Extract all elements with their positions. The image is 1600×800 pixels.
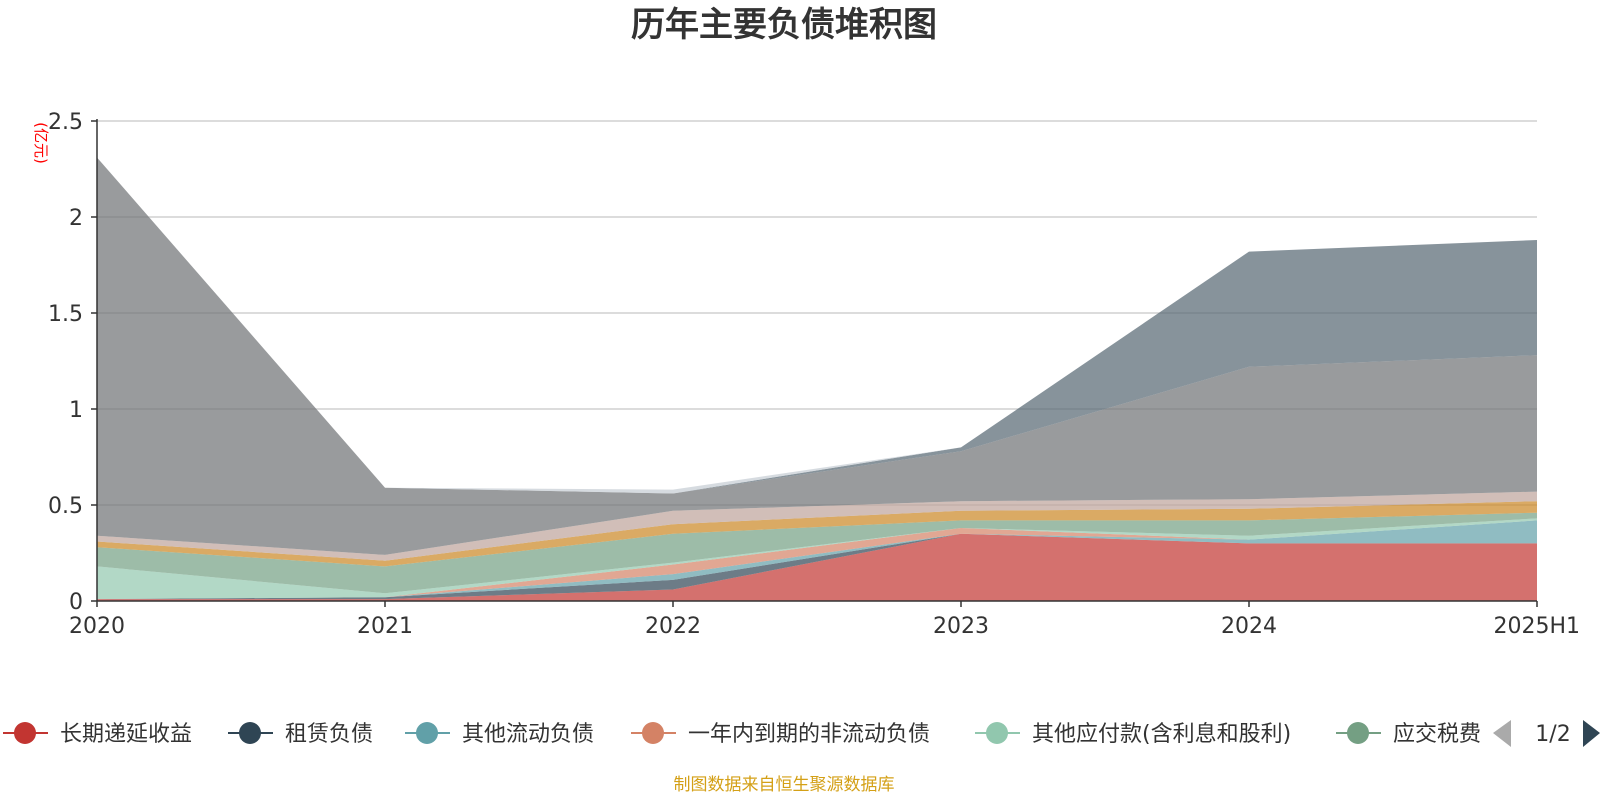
legend-marker	[416, 722, 438, 744]
legend-label: 其他应付款(含利息和股利)	[1032, 722, 1291, 747]
legend-marker	[14, 722, 36, 744]
x-tick-label: 2021	[357, 614, 413, 639]
legend-label: 租赁负债	[285, 722, 373, 747]
legend-item[interactable]: 其他应付款(含利息和股利)	[975, 722, 1291, 747]
area-series-8	[97, 157, 1537, 555]
legend-label: 长期递延收益	[60, 722, 192, 747]
x-tick-label: 2020	[69, 614, 125, 639]
area-series-6	[97, 501, 1537, 567]
y-tick-label: 0.5	[48, 494, 83, 519]
y-tick-label: 1	[69, 398, 83, 423]
legend-item[interactable]: 租赁负债	[228, 722, 373, 747]
legend-item[interactable]: 应交税费	[1336, 722, 1481, 747]
legend-item[interactable]: 其他流动负债	[405, 722, 594, 747]
area-series-9	[97, 157, 1537, 494]
x-tick-label: 2024	[1221, 614, 1277, 639]
legend-marker	[986, 722, 1008, 744]
legend-marker	[1347, 722, 1369, 744]
legend-label: 一年内到期的非流动负债	[688, 722, 930, 747]
legend[interactable]: 长期递延收益 租赁负债 其他流动负债 一年内到期的非流动负债 其他应付款(含利息和股利)…	[3, 712, 1600, 756]
y-axis-unit: (亿元)	[32, 122, 50, 164]
y-tick-label: 1.5	[48, 302, 83, 327]
x-tick-label: 2022	[645, 614, 701, 639]
x-tick-label: 2025H1	[1493, 614, 1580, 639]
area-series-7	[97, 491, 1537, 561]
area-series-4	[97, 518, 1537, 600]
area-series	[97, 157, 1537, 601]
legend-page-indicator: 1/2	[1535, 722, 1570, 747]
axes: 0 0.5 1 1.5 2 2.5 2020 2021 2022 2023 2024 2025H1	[48, 110, 1580, 639]
legend-prev-page-icon[interactable]	[1493, 720, 1511, 747]
source-note: 制图数据来自恒生聚源数据库	[674, 775, 895, 795]
y-tick-label: 2	[69, 206, 83, 231]
y-tick-label: 2.5	[48, 110, 83, 135]
legend-marker	[642, 722, 664, 744]
legend-next-page-icon[interactable]	[1583, 720, 1600, 747]
area-series-2	[97, 520, 1537, 600]
legend-marker	[239, 722, 261, 744]
legend-label: 应交税费	[1393, 722, 1481, 747]
legend-item[interactable]: 长期递延收益	[3, 722, 192, 747]
y-tick-label: 0	[69, 590, 83, 615]
chart-title: 历年主要负债堆积图	[631, 5, 937, 45]
legend-label: 其他流动负债	[462, 722, 594, 747]
area-series-5	[97, 512, 1537, 594]
legend-item[interactable]: 一年内到期的非流动负债	[631, 722, 930, 747]
x-tick-label: 2023	[933, 614, 989, 639]
area-series-0	[97, 533, 1537, 601]
